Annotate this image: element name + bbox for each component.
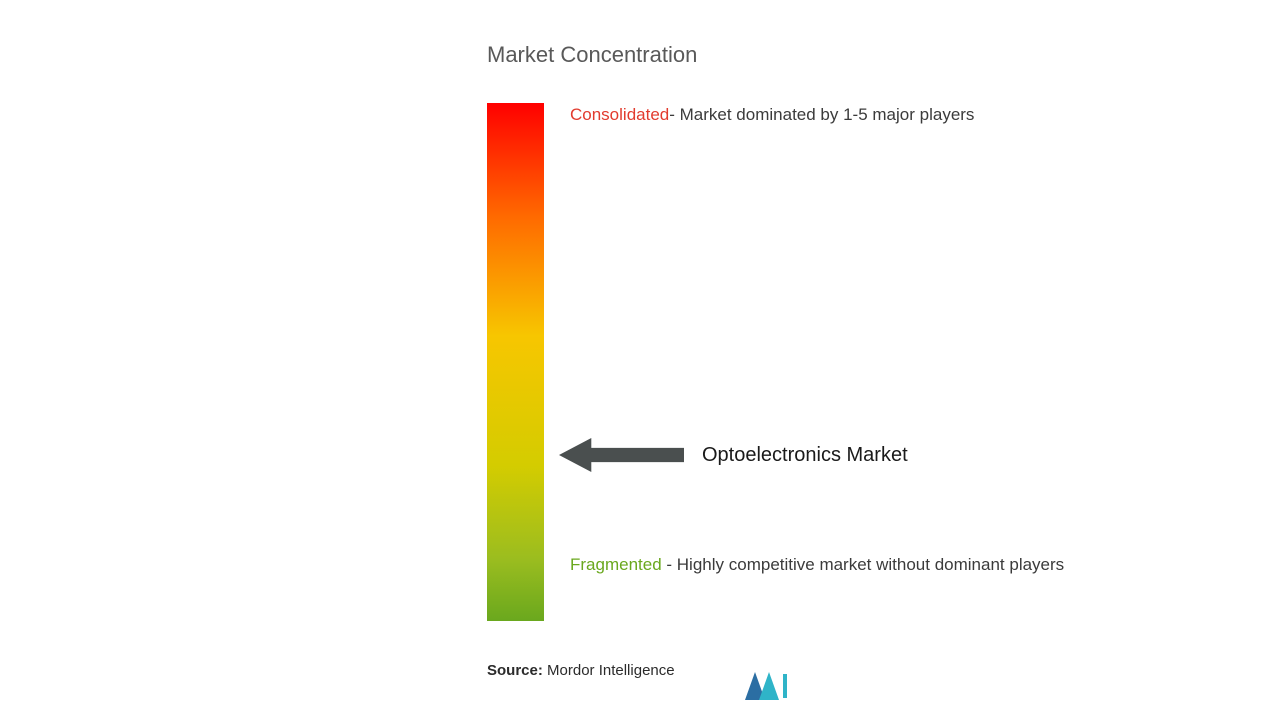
source-attribution: Source: Mordor Intelligence bbox=[487, 662, 675, 679]
source-value: Mordor Intelligence bbox=[543, 662, 675, 679]
fragmented-desc: - Highly competitive market without domi… bbox=[662, 555, 1065, 574]
market-name-label: Optoelectronics Market bbox=[702, 444, 908, 467]
fragmented-term: Fragmented bbox=[570, 555, 662, 574]
chart-title: Market Concentration bbox=[487, 42, 697, 68]
source-key: Source: bbox=[487, 662, 543, 679]
mordor-logo-icon bbox=[745, 672, 793, 700]
arrow-left-icon bbox=[559, 438, 684, 472]
market-position-marker: Optoelectronics Market bbox=[559, 438, 908, 472]
concentration-gradient-bar bbox=[487, 103, 544, 621]
consolidated-term: Consolidated bbox=[570, 105, 669, 124]
chart-canvas: Market Concentration Consolidated- Marke… bbox=[0, 0, 1280, 720]
consolidated-desc: - Market dominated by 1-5 major players bbox=[669, 105, 974, 124]
consolidated-label: Consolidated- Market dominated by 1-5 ma… bbox=[570, 103, 974, 127]
fragmented-label: Fragmented - Highly competitive market w… bbox=[570, 551, 1070, 578]
